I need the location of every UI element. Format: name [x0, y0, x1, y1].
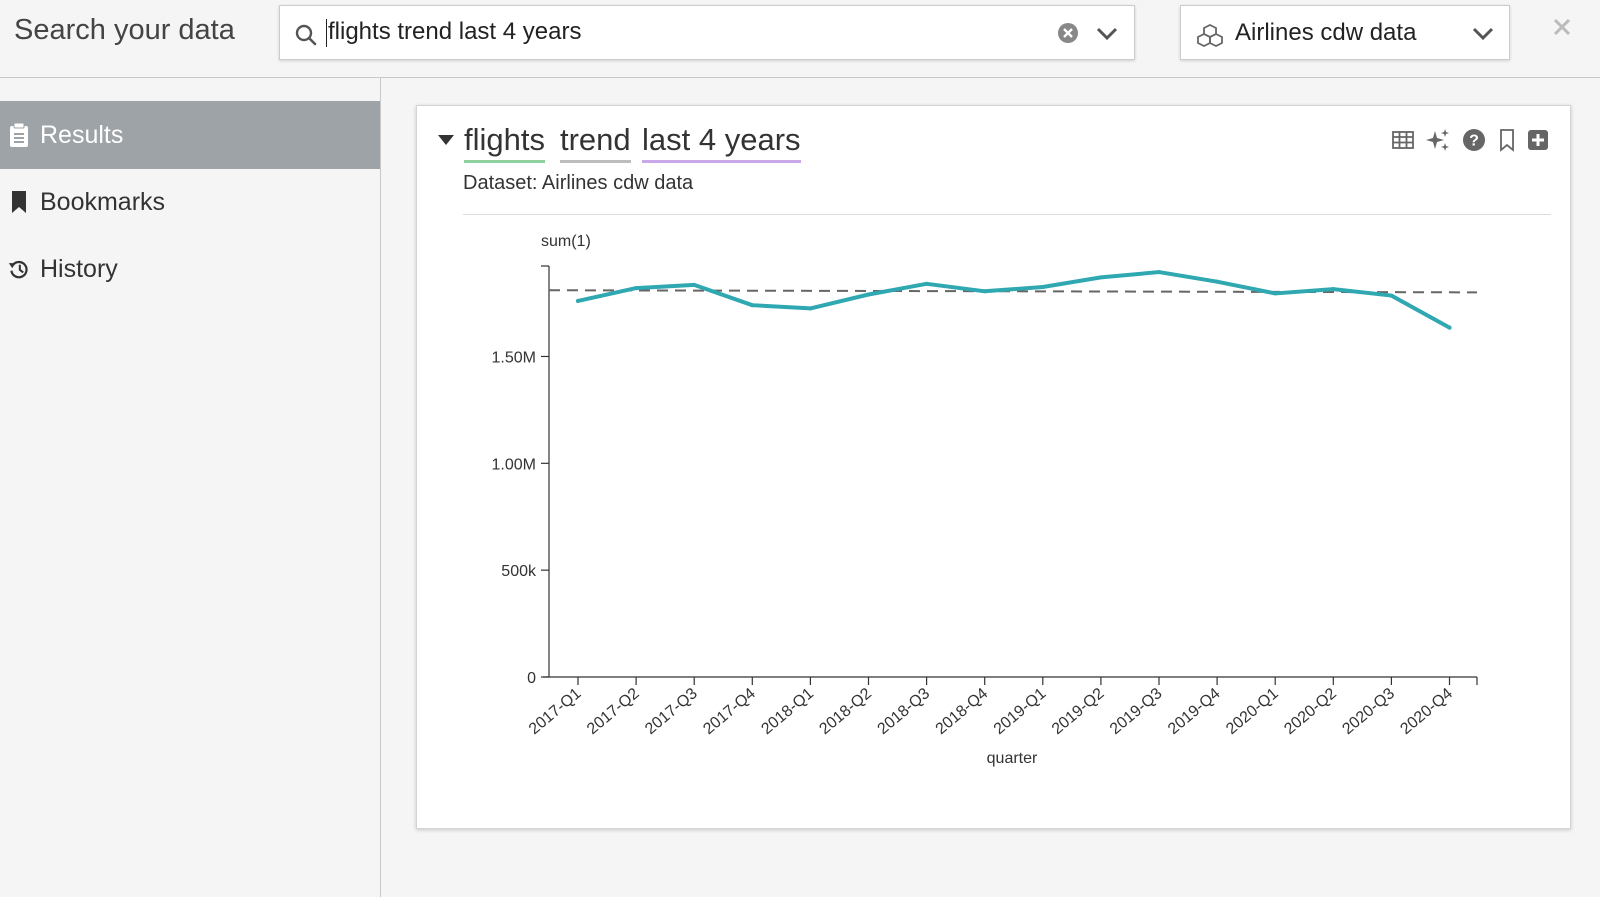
x-tick-label: 2017-Q2	[584, 685, 643, 738]
clear-search-icon[interactable]	[1057, 22, 1079, 44]
data-point	[750, 303, 755, 308]
bookmark-outline-icon[interactable]	[1495, 128, 1519, 152]
query-token: trend	[560, 122, 631, 163]
data-point	[1215, 279, 1220, 284]
y-tick-label: 1.00M	[492, 456, 536, 473]
data-point	[1040, 285, 1045, 290]
app-title: Search your data	[14, 14, 235, 46]
data-point	[1157, 270, 1161, 275]
query-token-text: flights	[464, 122, 545, 157]
svg-text:?: ?	[1469, 133, 1479, 150]
data-point	[1098, 275, 1103, 280]
query-token: last 4 years	[642, 122, 801, 163]
bookmark-icon	[12, 191, 26, 213]
top-bar: Search your data flights trend last 4 ye…	[0, 0, 1600, 78]
table-icon[interactable]	[1391, 128, 1415, 152]
dataset-selector[interactable]: Airlines cdw data	[1180, 5, 1510, 60]
x-tick-label: 2020-Q2	[1281, 685, 1340, 738]
x-tick-label: 2017-Q3	[642, 685, 701, 738]
token-underline	[642, 160, 801, 163]
x-tick-label: 2020-Q1	[1223, 685, 1282, 738]
data-point	[634, 286, 639, 291]
token-underline	[560, 160, 631, 163]
result-card: flights trend last 4 years Dataset: Airl…	[416, 105, 1571, 829]
cubes-icon	[1197, 23, 1223, 47]
dataset-label: Airlines cdw data	[1235, 19, 1417, 46]
chevron-down-icon[interactable]	[1095, 25, 1119, 43]
x-tick-label: 2018-Q2	[816, 685, 875, 738]
sidebar-item-label: Bookmarks	[40, 187, 166, 216]
x-tick-label: 2020-Q4	[1397, 685, 1456, 738]
data-point	[576, 298, 580, 303]
help-icon[interactable]: ?	[1462, 128, 1486, 152]
y-axis-label: sum(1)	[541, 233, 591, 250]
query-token-text: trend	[560, 122, 631, 157]
sidebar-item-results[interactable]: Results	[0, 101, 380, 169]
data-point	[1447, 325, 1452, 330]
trend-reference-line	[548, 289, 1478, 294]
y-tick-label: 500k	[501, 563, 537, 580]
x-tick-label: 2019-Q2	[1049, 685, 1108, 738]
add-icon[interactable]	[1526, 128, 1550, 152]
sidebar-item-bookmarks[interactable]: Bookmarks	[0, 168, 380, 236]
sidebar: Results Bookmarks History	[0, 78, 381, 897]
x-axis-label: quarter	[987, 750, 1038, 767]
x-tick-label: 2019-Q1	[991, 685, 1050, 738]
sidebar-item-history[interactable]: History	[0, 235, 380, 303]
x-tick-label: 2019-Q3	[1107, 685, 1166, 738]
search-input[interactable]: flights trend last 4 years	[279, 5, 1135, 60]
query-token: flights	[464, 122, 545, 163]
close-icon[interactable]	[1552, 17, 1572, 37]
collapse-triangle-icon[interactable]	[437, 134, 455, 146]
data-point	[1389, 293, 1394, 298]
data-point	[1273, 291, 1278, 296]
data-point	[866, 292, 871, 297]
history-icon	[8, 260, 28, 279]
clipboard-icon	[10, 122, 28, 147]
data-point	[924, 281, 929, 286]
y-tick-label: 1.50M	[492, 349, 536, 366]
data-point	[692, 282, 697, 287]
sidebar-item-label: Results	[40, 120, 124, 149]
data-point	[982, 289, 987, 294]
x-tick-label: 2018-Q4	[933, 685, 992, 738]
data-point	[808, 306, 813, 311]
series-line	[576, 270, 1452, 330]
x-tick-label: 2018-Q1	[758, 685, 817, 738]
divider	[463, 214, 1551, 215]
token-underline	[464, 160, 545, 163]
x-tick-label: 2017-Q1	[526, 685, 585, 738]
x-tick-label: 2020-Q3	[1339, 685, 1398, 738]
y-tick-label: 0	[527, 670, 536, 687]
chevron-down-icon[interactable]	[1471, 25, 1495, 43]
dataset-subtitle: Dataset: Airlines cdw data	[463, 172, 694, 194]
sparkle-icon[interactable]	[1426, 128, 1450, 152]
x-tick-label: 2018-Q3	[875, 685, 934, 738]
data-point	[1331, 287, 1336, 292]
query-token-text: last 4 years	[642, 122, 801, 157]
x-tick-label: 2019-Q4	[1165, 685, 1224, 738]
sidebar-item-label: History	[40, 254, 118, 283]
x-tick-label: 2017-Q4	[700, 685, 759, 738]
search-icon	[295, 24, 317, 46]
search-query-text[interactable]: flights trend last 4 years	[326, 18, 582, 47]
